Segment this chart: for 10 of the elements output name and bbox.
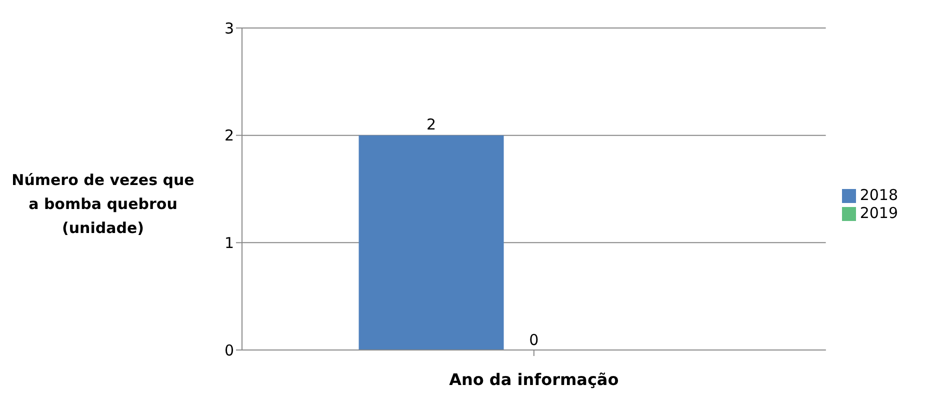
data-label: 2	[426, 115, 436, 134]
x-axis-title: Ano da informação	[449, 370, 619, 389]
y-tick-label: 0	[224, 341, 234, 360]
y-tick-label: 2	[224, 126, 234, 145]
y-tick-label: 1	[224, 234, 234, 252]
data-label: 0	[529, 331, 539, 349]
legend-label: 2019	[860, 204, 898, 222]
y-tick-label: 3	[224, 19, 234, 38]
y-axis-title: Número de vezes que a bomba quebrou (unidade)	[10, 170, 196, 239]
legend-label: 2018	[860, 186, 898, 204]
